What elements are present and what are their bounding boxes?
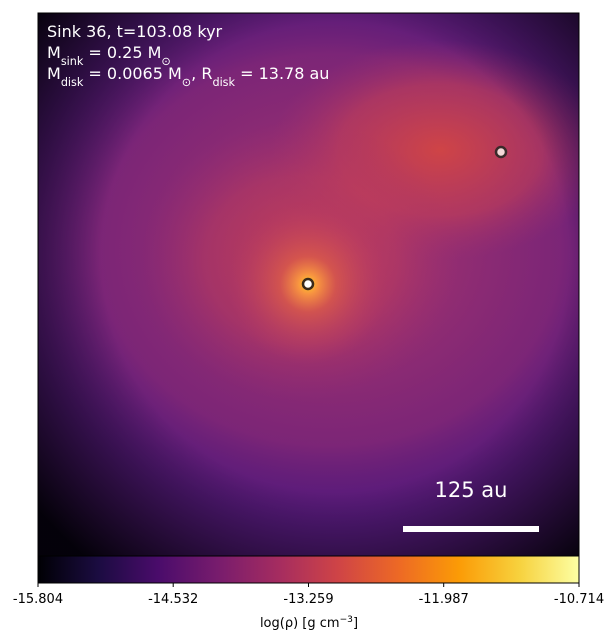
subscript: ⊙	[161, 55, 170, 68]
text-segment: ]	[353, 616, 358, 631]
text-segment: = 0.0065 M	[83, 64, 181, 83]
subscript: disk	[61, 76, 84, 89]
text-segment: Sink 36, t=103.08 kyr	[47, 22, 223, 41]
subscript: sink	[61, 55, 84, 68]
colorbar-tick-label: -10.714	[554, 592, 604, 607]
text-segment: = 13.78 au	[235, 64, 329, 83]
colorbar-tick-label: -14.532	[148, 592, 198, 607]
text-segment: , R	[191, 64, 212, 83]
text-segment: M	[47, 43, 61, 62]
colorbar-tick-label: -15.804	[13, 592, 63, 607]
annotation-line: Mdisk = 0.0065 M⊙, Rdisk = 13.78 au	[47, 64, 329, 89]
superscript: −3	[340, 615, 354, 625]
colorbar-label: log(ρ) [g cm−3]	[260, 615, 358, 631]
density-field	[38, 13, 579, 556]
sink-marker	[494, 145, 508, 159]
sink-marker	[301, 277, 315, 291]
text-segment: = 0.25 M	[83, 43, 161, 62]
colorbar-tick-label: -13.259	[283, 592, 333, 607]
subscript: ⊙	[182, 76, 191, 89]
colorbar	[37, 555, 580, 584]
annotation-line: Msink = 0.25 M⊙	[47, 43, 171, 68]
annotation-line: Sink 36, t=103.08 kyr	[47, 22, 223, 41]
subscript: disk	[212, 76, 235, 89]
colorbar-tick-label: -11.987	[419, 592, 469, 607]
text-segment: M	[47, 64, 61, 83]
text-segment: log(ρ) [g cm	[260, 616, 340, 631]
scale-bar-label: 125 au	[435, 478, 508, 502]
